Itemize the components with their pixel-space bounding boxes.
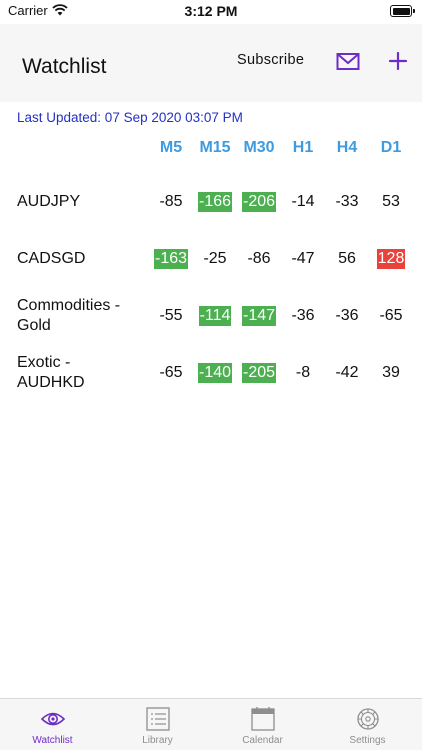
list-icon — [146, 707, 170, 731]
value-text: -36 — [335, 307, 359, 324]
value-cell: -36 — [325, 306, 369, 326]
value-cell: -8 — [281, 363, 325, 383]
gear-icon — [357, 708, 379, 730]
value-text: -65 — [159, 364, 183, 381]
value-cell: -206 — [237, 192, 281, 212]
value-text: -14 — [291, 193, 315, 210]
eye-icon — [40, 712, 66, 726]
value-text: 53 — [382, 193, 400, 210]
column-header-d1: D1 — [380, 139, 402, 156]
subscribe-button[interactable]: Subscribe — [237, 52, 305, 68]
column-header-m30: M30 — [243, 139, 275, 156]
page-title: Watchlist — [22, 55, 107, 78]
value-text: 39 — [382, 364, 400, 381]
value-text: -33 — [335, 193, 359, 210]
value-cell: -147 — [237, 306, 281, 326]
value-text: -55 — [159, 307, 183, 324]
tab-label: Watchlist — [32, 735, 73, 746]
value-cell: -47 — [281, 249, 325, 269]
row-label-audjpy: AUDJPY — [17, 193, 81, 210]
column-header-h4: H4 — [336, 139, 358, 156]
value-text: -36 — [291, 307, 315, 324]
value-cell: 53 — [369, 192, 413, 212]
value-cell: -42 — [325, 363, 369, 383]
value-cell: -65 — [369, 306, 413, 326]
value-cell: -205 — [237, 363, 281, 383]
tab-settings[interactable]: Settings — [315, 699, 420, 750]
value-cell: -55 — [149, 306, 193, 326]
value-cell: -14 — [281, 192, 325, 212]
calendar-icon — [251, 707, 275, 731]
value-text: -86 — [247, 250, 271, 267]
value-text: 56 — [338, 250, 356, 267]
highlight-badge-green: -166 — [197, 192, 233, 212]
value-text: -85 — [159, 193, 183, 210]
column-header-m5: M5 — [159, 139, 183, 156]
value-cell: -166 — [193, 192, 237, 212]
value-cell: -65 — [149, 363, 193, 383]
nav-header: Watchlist Subscribe — [0, 24, 422, 102]
value-cell: -163 — [149, 249, 193, 269]
value-cell: -36 — [281, 306, 325, 326]
plus-icon[interactable] — [387, 50, 409, 72]
highlight-badge-green: -163 — [153, 249, 189, 269]
tab-label: Library — [142, 735, 173, 746]
column-header-h1: H1 — [292, 139, 314, 156]
tab-bar: Watchlist Library Calendar Settings — [0, 698, 422, 750]
value-cell: -114 — [193, 306, 237, 326]
value-cell: -85 — [149, 192, 193, 212]
highlight-badge-green: -205 — [241, 363, 277, 383]
status-time: 3:12 PM — [184, 3, 238, 19]
value-cell: -33 — [325, 192, 369, 212]
battery-icon — [390, 5, 415, 17]
tab-watchlist[interactable]: Watchlist — [0, 699, 105, 750]
highlight-badge-red: 128 — [376, 249, 406, 269]
value-text: -65 — [379, 307, 403, 324]
value-cell: -140 — [193, 363, 237, 383]
value-cell: -25 — [193, 249, 237, 269]
value-cell: 39 — [369, 363, 413, 383]
tab-label: Settings — [349, 735, 386, 746]
last-updated-label: Last Updated: 07 Sep 2020 03:07 PM — [17, 110, 243, 125]
value-cell: -86 — [237, 249, 281, 269]
mail-icon[interactable] — [336, 52, 360, 72]
value-text: -42 — [335, 364, 359, 381]
column-header-m15: M15 — [199, 139, 231, 156]
row-label-cadsgd: CADSGD — [17, 250, 86, 267]
row-label-commodities-gold: Commodities - Gold — [17, 297, 121, 334]
highlight-badge-green: -140 — [197, 363, 233, 383]
value-text: -8 — [295, 364, 311, 381]
status-bar: Carrier 3:12 PM — [0, 0, 422, 24]
value-text: -25 — [203, 250, 227, 267]
carrier-label: Carrier — [8, 3, 48, 18]
highlight-badge-green: -206 — [241, 192, 277, 212]
tab-label: Calendar — [242, 735, 283, 746]
tab-library[interactable]: Library — [105, 699, 210, 750]
value-cell: 56 — [325, 249, 369, 269]
wifi-icon — [52, 4, 68, 16]
highlight-badge-green: -114 — [198, 306, 232, 326]
value-cell: 128 — [369, 249, 413, 269]
row-label-exotic-audhkd: Exotic - AUDHKD — [17, 354, 85, 391]
tab-calendar[interactable]: Calendar — [210, 699, 315, 750]
value-text: -47 — [291, 250, 315, 267]
highlight-badge-green: -147 — [241, 306, 277, 326]
